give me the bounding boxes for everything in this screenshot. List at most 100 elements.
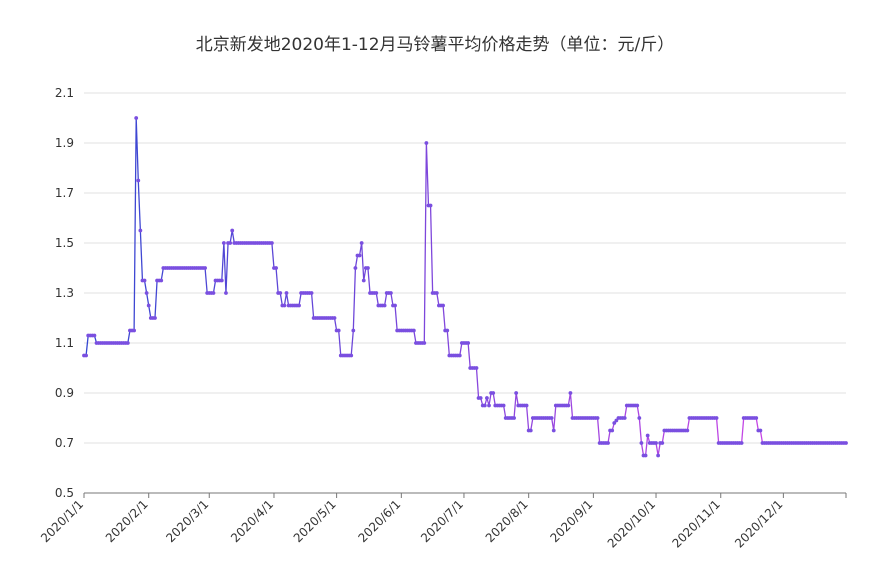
- data-point: [297, 303, 301, 308]
- data-point: [361, 278, 366, 283]
- data-point: [203, 266, 207, 270]
- data-point: [132, 328, 137, 333]
- data-point: [366, 266, 370, 270]
- x-tick-label: 2020/10/1: [605, 497, 658, 550]
- x-tick-label: 2020/1/1: [38, 497, 86, 545]
- data-point: [309, 291, 314, 295]
- data-point: [754, 416, 759, 420]
- data-point: [269, 241, 274, 245]
- data-point: [278, 291, 283, 295]
- y-tick-label: 1.1: [55, 336, 74, 350]
- data-point: [382, 303, 387, 308]
- y-axis: 0.5 0.7 0.9 1.1 1.3 1.5 1.7 1.9 2.1: [55, 86, 74, 500]
- data-point: [136, 178, 141, 183]
- data-point: [635, 403, 640, 408]
- x-tick-label: 2020/4/1: [228, 497, 276, 545]
- data-point: [388, 291, 393, 295]
- x-tick-label: 2020/5/1: [291, 497, 339, 545]
- data-point: [501, 403, 506, 408]
- data-point: [595, 416, 600, 420]
- data-point: [84, 353, 88, 358]
- data-point: [142, 278, 147, 283]
- chart-title: 北京新发地2020年1-12月马铃薯平均价格走势（单位：元/斤）: [196, 35, 675, 55]
- data-point: [211, 291, 216, 295]
- data-point: [568, 391, 573, 395]
- x-axis: 2020/1/1 2020/2/1 2020/3/1 2020/4/1 2020/5/1…: [38, 493, 847, 551]
- data-point: [457, 353, 462, 358]
- data-point: [551, 428, 556, 433]
- series-markers: [82, 116, 848, 458]
- y-tick-label: 1.7: [55, 186, 74, 200]
- y-tick-label: 0.7: [55, 436, 74, 450]
- data-point: [474, 366, 479, 370]
- data-point: [274, 266, 278, 270]
- data-point: [336, 328, 341, 333]
- data-point: [434, 291, 439, 295]
- data-point: [612, 421, 617, 425]
- data-point: [219, 278, 224, 283]
- data-point: [282, 303, 287, 308]
- data-point: [422, 341, 427, 345]
- y-tick-label: 2.1: [55, 86, 74, 100]
- data-point: [138, 228, 143, 233]
- data-point: [643, 453, 648, 458]
- data-point: [606, 441, 610, 445]
- data-point: [654, 441, 658, 445]
- data-point: [491, 391, 496, 395]
- x-tick-label: 2020/12/1: [732, 497, 785, 550]
- data-point: [685, 428, 690, 433]
- y-tick-label: 1.5: [55, 236, 74, 250]
- data-point: [485, 396, 489, 400]
- data-point: [221, 241, 226, 245]
- data-point: [424, 141, 429, 145]
- data-point: [524, 403, 529, 408]
- data-point: [353, 266, 358, 270]
- series-line: [84, 117, 846, 457]
- data-point: [656, 453, 661, 458]
- y-tick-label: 0.9: [55, 386, 74, 400]
- data-point: [230, 228, 235, 233]
- x-tick-label: 2020/7/1: [418, 497, 466, 545]
- data-point: [645, 433, 650, 438]
- data-point: [134, 116, 139, 120]
- data-point: [622, 416, 627, 420]
- data-point: [146, 303, 151, 308]
- data-point: [514, 391, 519, 395]
- data-point: [610, 428, 615, 433]
- x-tick-label: 2020/6/1: [355, 497, 403, 545]
- data-point: [714, 416, 719, 420]
- data-point: [739, 441, 744, 445]
- data-point: [549, 416, 554, 420]
- data-point: [159, 278, 164, 283]
- data-point: [660, 441, 665, 445]
- x-tick-label: 2020/3/1: [163, 497, 211, 545]
- data-point: [284, 291, 289, 295]
- data-point: [144, 291, 149, 295]
- data-point: [92, 333, 97, 338]
- data-point: [428, 203, 433, 208]
- data-point: [844, 441, 848, 445]
- data-point: [478, 396, 483, 400]
- x-tick-label: 2020/11/1: [669, 497, 722, 550]
- x-tick-label: 2020/2/1: [103, 497, 151, 545]
- data-point: [228, 241, 233, 245]
- data-point: [332, 316, 337, 320]
- data-point: [528, 428, 533, 433]
- data-point: [351, 328, 356, 333]
- y-tick-label: 1.9: [55, 136, 74, 150]
- data-point: [566, 403, 571, 408]
- data-point: [758, 428, 763, 433]
- data-point: [374, 291, 379, 295]
- data-point: [224, 291, 228, 295]
- x-tick-label: 2020/8/1: [483, 497, 531, 545]
- x-tick-label: 2020/9/1: [547, 497, 595, 545]
- data-point: [639, 441, 644, 445]
- data-point: [153, 316, 157, 320]
- data-point: [482, 403, 487, 408]
- y-tick-label: 0.5: [55, 486, 74, 500]
- data-point: [487, 403, 491, 408]
- data-point: [359, 241, 364, 245]
- data-point: [614, 418, 619, 423]
- y-tick-label: 1.3: [55, 286, 74, 300]
